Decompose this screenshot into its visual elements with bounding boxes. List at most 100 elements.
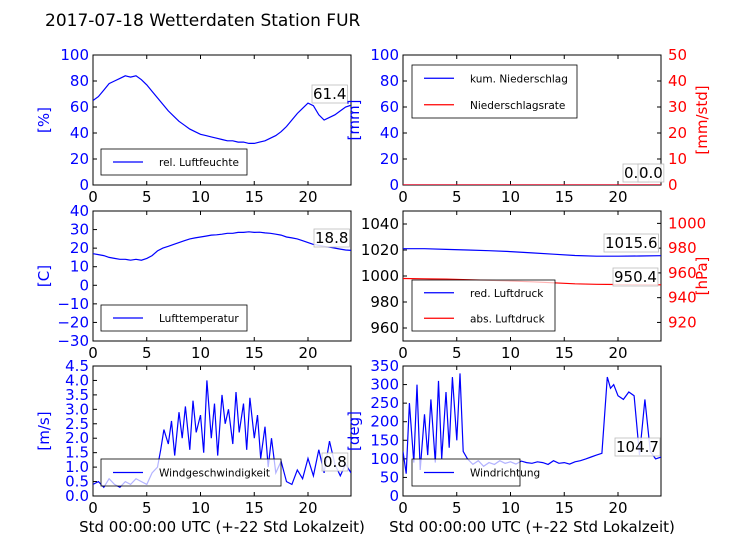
y-tick-label: 40 — [70, 202, 89, 220]
x-tick-label: 15 — [555, 188, 574, 206]
value-annotation-2: 0.0 — [639, 164, 663, 182]
x-tick-label: 0 — [398, 188, 408, 206]
y-tick-label: 150 — [370, 431, 399, 449]
y-tick-label: 0 — [79, 176, 89, 194]
x-tick-label: 20 — [608, 499, 627, 517]
panel-5: 0 5 10 15 20 0.00.51.01.52.02.53.03.54.04.5 [m… — [35, 357, 365, 536]
y-right-tick-label: 10 — [668, 150, 687, 168]
y-tick-label: 1040 — [361, 215, 399, 233]
panel-6: 0 5 10 15 20050100150200250300350[deg]Std 00… — [345, 357, 675, 536]
legend: Windrichtung — [412, 459, 540, 486]
y-tick-label: 20 — [70, 239, 89, 257]
y-tick-label: 4.5 — [65, 357, 89, 375]
legend-label: kum. Niederschlag — [470, 73, 568, 85]
x-tick-label: 15 — [555, 344, 574, 362]
legend-label: Niederschlagsrate — [470, 100, 565, 112]
x-tick-label: 10 — [191, 499, 210, 517]
panel-1: 0 5 10 15 20020406080100[%]61.4rel. Luftfeuc… — [35, 46, 351, 206]
x-tick-label: 5 — [452, 188, 462, 206]
y-tick-label: 20 — [70, 150, 89, 168]
x-tick-label: 20 — [298, 344, 317, 362]
y-tick-label: 0 — [389, 176, 399, 194]
y-right-tick-label: 980 — [668, 239, 697, 257]
y-tick-label: 0 — [79, 276, 89, 294]
x-tick-label: 15 — [245, 344, 264, 362]
y-axis-label: [mm] — [345, 100, 363, 141]
y-right-tick-label: 50 — [668, 46, 687, 64]
y-tick-label: 50 — [380, 468, 399, 486]
legend: kum. Niederschlag Niederschlagsrate — [412, 65, 577, 118]
x-tick-label: 10 — [191, 188, 210, 206]
x-tick-label: 5 — [142, 499, 152, 517]
y-tick-label: 40 — [70, 124, 89, 142]
y-tick-label: 60 — [70, 98, 89, 116]
page-title: 2017-07-18 Wetterdaten Station FUR — [45, 11, 361, 31]
legend: Windgeschwindigkeit — [101, 459, 281, 486]
x-tick-label: 10 — [501, 499, 520, 517]
panel-3: 0 5 10 15 20−30−20−10010203040[C]18.8Lufttem… — [35, 202, 351, 362]
y-tick-label: 300 — [370, 376, 399, 394]
y-tick-label: 100 — [370, 46, 399, 64]
legend: Lufttemperatur — [101, 305, 247, 331]
y-axis-label: [%] — [35, 107, 53, 133]
legend-label: red. Luftdruck — [470, 288, 544, 300]
y-tick-label: 1000 — [361, 267, 399, 285]
value-annotation: 0.8 — [323, 453, 347, 471]
y-right-tick-label: 20 — [668, 124, 687, 142]
x-tick-label: 20 — [608, 188, 627, 206]
y-tick-label: 1020 — [361, 241, 399, 259]
value-annotation: 61.4 — [313, 85, 346, 103]
y-tick-label: 960 — [370, 319, 399, 337]
y-tick-label: 30 — [70, 221, 89, 239]
y-tick-label: 40 — [380, 124, 399, 142]
x-axis-label: Std 00:00:00 UTC (+-22 Std Lokalzeit) — [79, 518, 365, 536]
y-axis-label: [deg] — [345, 411, 363, 451]
legend: red. Luftdruck abs. Luftdruck — [412, 280, 555, 331]
x-tick-label: 15 — [245, 499, 264, 517]
x-tick-label: 5 — [452, 499, 462, 517]
x-tick-label: 5 — [142, 344, 152, 362]
y-tick-label: 100 — [60, 46, 89, 64]
x-tick-label: 0 — [398, 499, 408, 517]
x-tick-label: 10 — [501, 344, 520, 362]
y-tick-label: 0 — [389, 487, 399, 505]
legend-label: rel. Luftfeuchte — [159, 157, 239, 169]
legend-label: Windgeschwindigkeit — [159, 468, 270, 480]
x-tick-label: 0 — [88, 188, 98, 206]
value-annotation: 104.7 — [616, 438, 659, 456]
y-tick-label: 250 — [370, 394, 399, 412]
legend-label: Lufttemperatur — [159, 313, 239, 325]
y-axis-label: [m/s] — [35, 411, 53, 450]
x-tick-label: 5 — [452, 344, 462, 362]
y-tick-label: 980 — [370, 293, 399, 311]
x-tick-label: 0 — [88, 499, 98, 517]
panel-2: 0 5 10 15 2002040608010001020304050[mm] [mm/s… — [345, 46, 711, 206]
x-tick-label: 20 — [608, 344, 627, 362]
x-tick-label: 20 — [298, 188, 317, 206]
legend-label: Windrichtung — [470, 468, 540, 480]
y-tick-label: 100 — [370, 450, 399, 468]
y-tick-label: 80 — [70, 72, 89, 90]
x-tick-label: 15 — [555, 499, 574, 517]
x-tick-label: 10 — [191, 344, 210, 362]
legend: rel. Luftfeuchte — [101, 149, 247, 175]
y-right-axis-label: [mm/std] — [693, 85, 711, 154]
value-annotation: 1015.6 — [605, 234, 658, 252]
y-tick-label: −10 — [57, 295, 89, 313]
x-tick-label: 0 — [88, 344, 98, 362]
x-tick-label: 20 — [298, 499, 317, 517]
y-tick-label: 80 — [380, 72, 399, 90]
y-tick-label: 200 — [370, 413, 399, 431]
y-tick-label: 60 — [380, 98, 399, 116]
y-tick-label: 350 — [370, 357, 399, 375]
value-annotation: 18.8 — [315, 229, 348, 247]
legend-label: abs. Luftdruck — [470, 313, 546, 325]
y-tick-label: 20 — [380, 150, 399, 168]
panel-4: 0 5 10 15 20 960 980 1000 1020 1040 920 940 960 980 10… — [361, 211, 711, 362]
y-right-tick-label: 30 — [668, 98, 687, 116]
x-tick-label: 10 — [501, 188, 520, 206]
y-axis-label: [C] — [35, 265, 53, 287]
value-annotation-2: 950.4 — [614, 268, 657, 286]
y-tick-label: −30 — [57, 332, 89, 350]
